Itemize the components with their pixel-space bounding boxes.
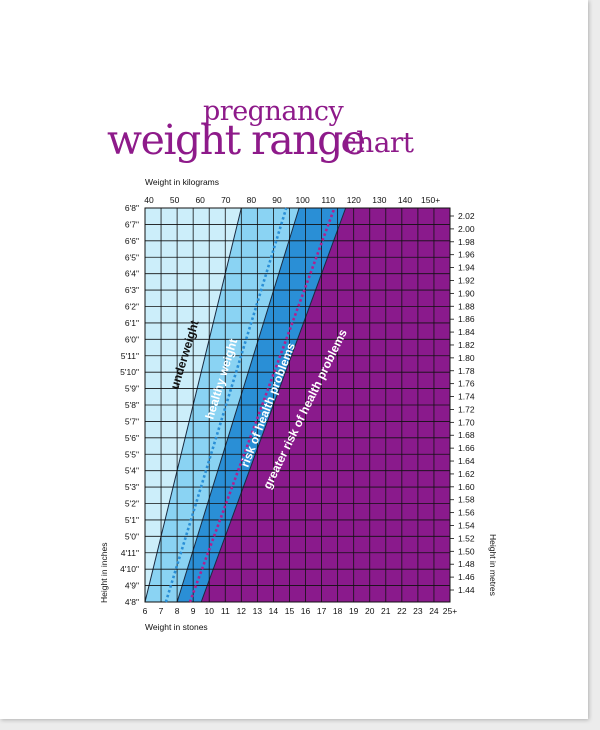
- plot-border: [144, 207, 451, 603]
- height-metres-tick-label: 1.76: [458, 379, 475, 389]
- stone-tick-label: 23: [413, 606, 423, 616]
- stone-tick-label: 24: [429, 606, 439, 616]
- height-inches-tick-label: 4'9": [125, 581, 139, 591]
- stone-tick-label: 25+: [443, 606, 457, 616]
- height-metres-tick-label: 1.70: [458, 417, 475, 427]
- height-inches-tick-label: 6'1": [125, 318, 139, 328]
- height-metres-tick-label: 1.94: [458, 263, 475, 273]
- stone-tick-label: 12: [237, 606, 247, 616]
- height-metres-tick-label: 2.00: [458, 224, 475, 234]
- height-inches-tick-label: 4'11": [121, 548, 139, 558]
- height-metres-tick-label: 1.66: [458, 443, 475, 453]
- height-metres-tick-label: 1.56: [458, 508, 475, 518]
- stone-tick-label: 7: [159, 606, 164, 616]
- height-inches-tick-label: 6'8": [125, 203, 139, 213]
- height-inches-tick-label: 6'6": [125, 236, 139, 246]
- kg-tick-label: 90: [272, 195, 282, 205]
- height-inches-tick-label: 6'0": [125, 334, 139, 344]
- height-inches-tick-label: 6'5": [125, 252, 139, 262]
- height-inches-tick-label: 5'8": [125, 400, 139, 410]
- stone-tick-label: 11: [221, 606, 230, 616]
- kg-tick-label: 140: [398, 195, 412, 205]
- height-metres-tick-label: 1.68: [458, 430, 475, 440]
- stone-tick-label: 17: [317, 606, 327, 616]
- height-metres-tick-label: 1.88: [458, 301, 475, 311]
- height-metres-tick-label: 1.64: [458, 456, 475, 466]
- height-metres-tick-label: 1.78: [458, 366, 475, 376]
- height-inches-tick-label: 5'10": [120, 367, 139, 377]
- height-inches-tick-label: 5'0": [125, 531, 139, 541]
- kg-tick-label: 110: [321, 195, 335, 205]
- stone-tick-label: 13: [253, 606, 263, 616]
- title-weight-range: weight range: [107, 116, 366, 164]
- height-metres-tick-label: 1.44: [458, 585, 475, 595]
- height-metres-tick-label: 1.74: [458, 392, 475, 402]
- kg-tick-label: 40: [144, 195, 154, 205]
- y-right-axis-label: Height in metres: [488, 534, 498, 596]
- x-top-axis-label: Weight in kilograms: [145, 177, 219, 187]
- kg-tick-label: 60: [195, 195, 205, 205]
- height-metres-tick-label: 1.72: [458, 404, 475, 414]
- kg-tick-label: 130: [372, 195, 386, 205]
- height-inches-tick-label: 5'5": [125, 449, 139, 459]
- y-left-axis-label: Height in inches: [99, 543, 109, 603]
- stone-tick-label: 21: [381, 606, 391, 616]
- height-inches-tick-label: 6'3": [125, 285, 139, 295]
- height-inches-tick-label: 5'2": [125, 499, 139, 509]
- height-inches-tick-label: 5'11": [121, 351, 139, 361]
- height-metres-tick-label: 1.86: [458, 314, 475, 324]
- height-inches-tick-label: 5'4": [125, 466, 139, 476]
- height-inches-tick-label: 5'3": [125, 482, 139, 492]
- stone-tick-label: 10: [204, 606, 214, 616]
- height-metres-tick-label: 1.54: [458, 521, 475, 531]
- height-inches-tick-label: 4'8": [125, 597, 139, 607]
- stone-tick-label: 18: [333, 606, 343, 616]
- height-metres-tick-label: 1.60: [458, 482, 475, 492]
- height-metres-tick-label: 2.02: [458, 211, 475, 221]
- kg-tick-label: 100: [296, 195, 310, 205]
- height-inches-tick-label: 5'7": [125, 416, 139, 426]
- title-pregnancy: pregnancy: [203, 96, 344, 127]
- kg-tick-label: 120: [347, 195, 361, 205]
- stone-tick-label: 16: [301, 606, 311, 616]
- stone-tick-label: 15: [285, 606, 295, 616]
- height-metres-tick-label: 1.62: [458, 469, 475, 479]
- height-metres-tick-label: 1.84: [458, 327, 475, 337]
- height-metres-tick-label: 1.90: [458, 288, 475, 298]
- stone-tick-label: 14: [269, 606, 279, 616]
- height-metres-tick-label: 1.48: [458, 559, 475, 569]
- kg-tick-label: 80: [247, 195, 257, 205]
- height-metres-tick-label: 1.58: [458, 495, 475, 505]
- title-chart: chart: [341, 126, 414, 159]
- height-inches-tick-label: 6'7": [125, 219, 139, 229]
- height-inches-tick-label: 5'9": [125, 384, 139, 394]
- height-metres-tick-label: 1.92: [458, 275, 475, 285]
- kg-tick-label: 70: [221, 195, 231, 205]
- height-metres-tick-label: 1.46: [458, 572, 475, 582]
- height-inches-tick-label: 5'1": [125, 515, 139, 525]
- height-metres-tick-label: 1.50: [458, 546, 475, 556]
- stone-tick-label: 6: [143, 606, 148, 616]
- height-inches-tick-label: 6'4": [125, 269, 139, 279]
- height-metres-tick-label: 1.80: [458, 353, 475, 363]
- stone-tick-label: 8: [175, 606, 180, 616]
- height-metres-tick-label: 1.52: [458, 533, 475, 543]
- stone-tick-label: 9: [191, 606, 196, 616]
- stone-tick-label: 19: [349, 606, 359, 616]
- stone-tick-label: 20: [365, 606, 375, 616]
- height-inches-tick-label: 6'2": [125, 302, 139, 312]
- height-metres-tick-label: 1.96: [458, 250, 475, 260]
- stone-tick-label: 22: [397, 606, 407, 616]
- x-bottom-axis-label: Weight in stones: [145, 622, 208, 632]
- dashed-guide-line: [164, 207, 288, 603]
- height-inches-tick-label: 4'10": [120, 564, 139, 574]
- height-metres-tick-label: 1.82: [458, 340, 475, 350]
- kg-tick-label: 50: [170, 195, 180, 205]
- height-metres-tick-label: 1.98: [458, 237, 475, 247]
- kg-tick-label: 150+: [421, 195, 440, 205]
- height-inches-tick-label: 5'6": [125, 433, 139, 443]
